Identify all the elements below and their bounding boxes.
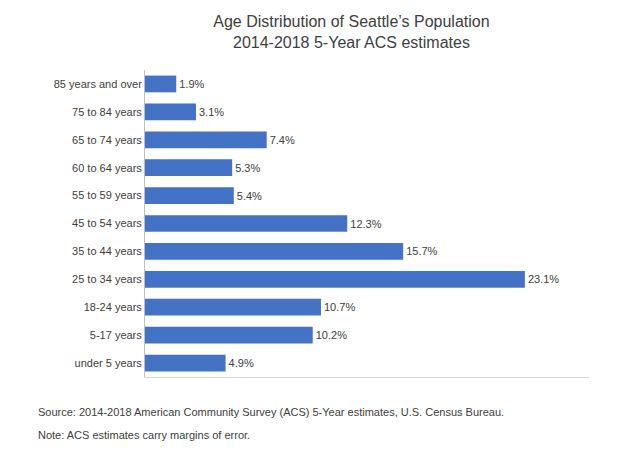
svg-text:12.3%: 12.3% [350, 218, 381, 230]
svg-text:10.7%: 10.7% [324, 301, 355, 313]
svg-text:18-24 years: 18-24 years [84, 301, 143, 313]
svg-text:15.7%: 15.7% [406, 245, 437, 257]
svg-text:7.4%: 7.4% [270, 134, 295, 146]
svg-text:Note: ACS estimates carry marg: Note: ACS estimates carry margins of err… [38, 429, 250, 441]
svg-text:65 to 74 years: 65 to 74 years [72, 134, 142, 146]
svg-text:35 to 44 years: 35 to 44 years [72, 245, 142, 257]
svg-text:1.9%: 1.9% [179, 78, 204, 90]
svg-text:25 to 34 years: 25 to 34 years [72, 273, 142, 285]
svg-text:4.9%: 4.9% [229, 357, 254, 369]
svg-text:75 to 84 years: 75 to 84 years [72, 106, 142, 118]
svg-text:Source: 2014-2018 American Com: Source: 2014-2018 American Community Sur… [38, 406, 504, 418]
svg-text:23.1%: 23.1% [528, 273, 559, 285]
svg-text:45 to 54 years: 45 to 54 years [72, 217, 142, 229]
svg-text:5.4%: 5.4% [237, 190, 262, 202]
svg-text:60 to 64 years: 60 to 64 years [72, 162, 142, 174]
svg-text:55 to 59 years: 55 to 59 years [72, 189, 142, 201]
svg-text:10.2%: 10.2% [316, 329, 347, 341]
svg-text:Age Distribution of Seattle’s: Age Distribution of Seattle’s Population… [213, 13, 489, 51]
svg-text:5-17 years: 5-17 years [90, 329, 142, 341]
svg-text:85 years and over: 85 years and over [54, 78, 142, 90]
svg-text:5.3%: 5.3% [235, 162, 260, 174]
svg-text:under 5 years: under 5 years [75, 357, 143, 369]
svg-text:3.1%: 3.1% [199, 106, 224, 118]
